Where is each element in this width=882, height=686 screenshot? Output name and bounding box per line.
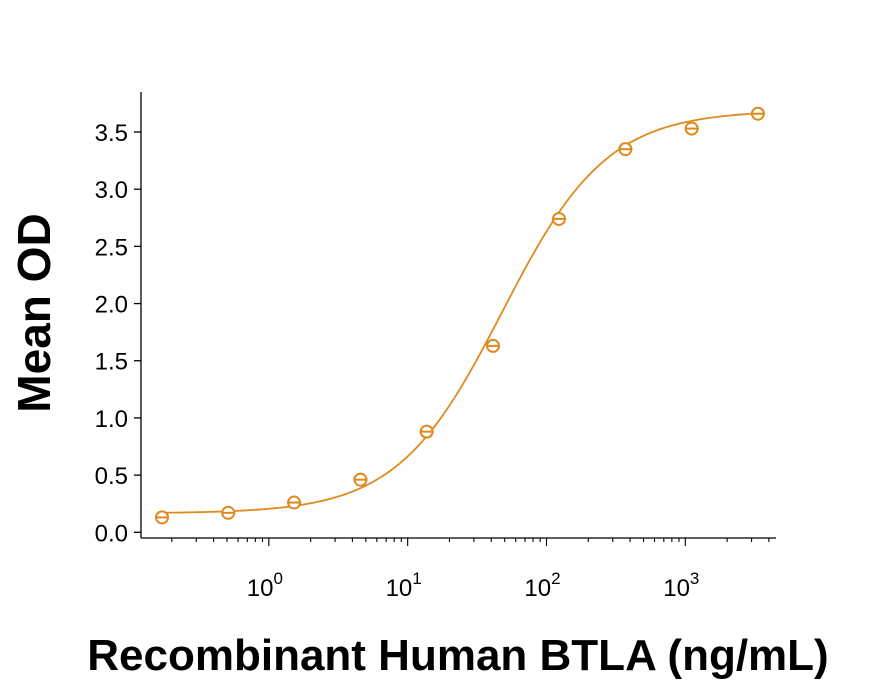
x-tick-label: 100 [247, 569, 283, 602]
y-tick-label: 2.0 [95, 292, 128, 319]
x-tick-label: 101 [386, 569, 422, 602]
y-tick-label: 1.5 [95, 349, 128, 376]
data-point [287, 495, 302, 510]
fit-curve [161, 112, 758, 514]
data-point [221, 505, 236, 520]
y-tick-label: 3.0 [95, 177, 128, 204]
data-points-layer [155, 106, 765, 525]
data-point [750, 106, 765, 121]
axes: 0.0 0.5 1.0 1.5 2.0 2.5 3.0 3.5 100 101 102 103 [95, 92, 776, 602]
fit-curve-layer [161, 112, 758, 514]
y-tick-label: 2.5 [95, 234, 128, 261]
data-point [618, 142, 633, 157]
y-axis-title: Mean OD [8, 213, 60, 412]
x-tick-label: 102 [524, 569, 560, 602]
data-point [155, 510, 170, 525]
data-point [419, 424, 434, 439]
data-point [353, 472, 368, 487]
x-axis-title: Recombinant Human BTLA (ng/mL) [87, 631, 828, 680]
y-tick-label: 1.0 [95, 406, 128, 433]
y-tick-label: 0.5 [95, 463, 128, 490]
data-point [486, 338, 501, 353]
data-point [684, 121, 699, 136]
y-tick-label: 0.0 [95, 520, 128, 547]
y-tick-label: 3.5 [95, 120, 128, 147]
data-point [551, 211, 566, 226]
x-tick-label: 103 [663, 569, 699, 602]
